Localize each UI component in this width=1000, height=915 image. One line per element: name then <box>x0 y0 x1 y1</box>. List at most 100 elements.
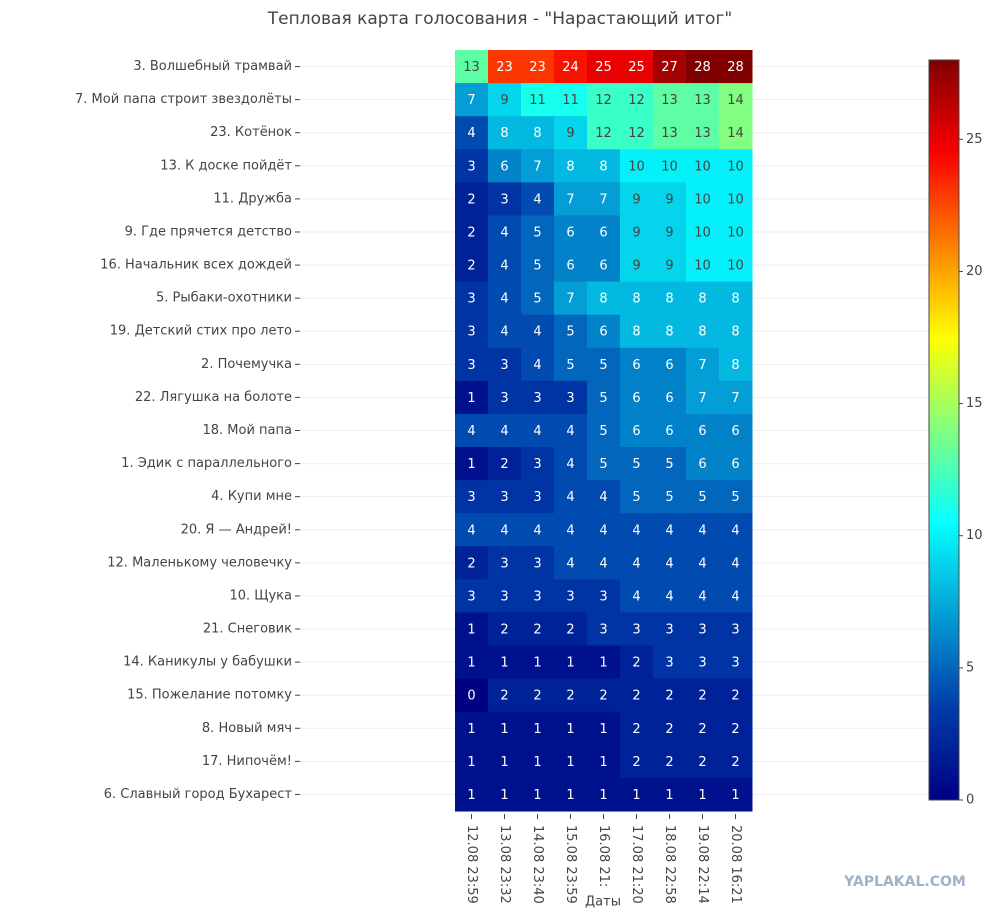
heatmap-cell <box>587 116 621 150</box>
heatmap-cell <box>686 248 720 283</box>
y-tick-label: 20. Я — Андрей! <box>181 522 292 537</box>
cell-label: 3 <box>500 556 508 571</box>
heatmap-cell <box>653 215 687 250</box>
cell-label: 2 <box>698 689 706 704</box>
heatmap-cell <box>686 579 720 613</box>
y-tick-label: 14. Каникулы у бабушки <box>123 655 292 670</box>
y-tick-label: 4. Купи мне <box>211 489 292 504</box>
heatmap-cell <box>488 116 522 150</box>
heatmap-cell <box>455 678 489 713</box>
heatmap-cell <box>521 347 555 382</box>
cell-label: 1 <box>698 788 706 803</box>
heatmap-cell <box>620 711 654 746</box>
heatmap-cell <box>653 480 687 514</box>
x-tick-label: 19.08 22:14 <box>695 825 710 904</box>
heatmap-cell <box>521 215 555 250</box>
heatmap-cell <box>455 711 489 746</box>
cell-label: 5 <box>566 325 574 340</box>
cell-label: 10 <box>727 225 744 240</box>
heatmap-cell <box>455 116 489 150</box>
cell-label: 10 <box>727 259 744 274</box>
heatmap-cell <box>653 744 687 779</box>
heatmap-cell <box>686 777 720 812</box>
cell-label: 2 <box>566 623 574 638</box>
cell-label: 1 <box>467 391 475 406</box>
cell-label: 4 <box>566 523 574 538</box>
heatmap-cell <box>488 513 522 547</box>
heatmap-cell <box>521 83 555 117</box>
cell-label: 7 <box>698 358 706 373</box>
x-tick-label: 13.08 23:32 <box>497 825 512 904</box>
heatmap-cell <box>554 116 588 150</box>
cell-label: 3 <box>533 556 541 571</box>
cell-label: 8 <box>731 292 739 307</box>
heatmap-cell <box>521 645 555 680</box>
heatmap-cell <box>488 50 522 84</box>
heatmap-cell <box>587 83 621 117</box>
heatmap-cell <box>653 347 687 382</box>
heatmap-cell <box>554 149 588 183</box>
heatmap-cell <box>653 413 687 448</box>
cell-label: 3 <box>731 623 739 638</box>
cell-label: 7 <box>698 391 706 406</box>
heatmap-cell <box>521 513 555 547</box>
heatmap-cell <box>587 678 621 713</box>
heatmap-cell <box>719 513 753 547</box>
heatmap-cell <box>719 314 753 349</box>
heatmap-cell <box>719 182 753 216</box>
cell-label: 12 <box>595 126 612 141</box>
heatmap-cell <box>620 116 654 150</box>
colorbar-tick-label: 0 <box>966 793 974 808</box>
heatmap-cell <box>587 612 621 647</box>
heatmap-cell <box>521 711 555 746</box>
cell-label: 4 <box>632 556 640 571</box>
cell-label: 7 <box>731 391 739 406</box>
heatmap-cell <box>587 248 621 283</box>
heatmap-cell <box>686 83 720 117</box>
heatmap-cell <box>455 281 489 316</box>
cell-label: 3 <box>566 589 574 604</box>
heatmap-cell <box>488 546 522 580</box>
cell-label: 4 <box>533 325 541 340</box>
cell-label: 8 <box>665 325 673 340</box>
heatmap-cell <box>719 546 753 580</box>
y-tick-label: 12. Маленькому человечку <box>107 555 292 570</box>
heatmap-cell <box>587 645 621 680</box>
x-tick-label: 18.08 22:58 <box>662 825 677 904</box>
heatmap-cell <box>455 612 489 647</box>
cell-label: 13 <box>661 126 678 141</box>
cell-label: 8 <box>731 325 739 340</box>
heatmap-cell <box>653 314 687 349</box>
heatmap-cell <box>587 347 621 382</box>
cell-label: 4 <box>731 556 739 571</box>
cell-label: 6 <box>698 424 706 439</box>
cell-label: 14 <box>727 126 744 141</box>
cell-label: 2 <box>665 689 673 704</box>
cell-label: 1 <box>599 656 607 671</box>
cell-label: 1 <box>533 788 541 803</box>
heatmap-cell <box>455 149 489 183</box>
heatmap-cell <box>719 248 753 283</box>
heatmap-cell <box>587 215 621 250</box>
heatmap-cell <box>554 645 588 680</box>
cell-label: 2 <box>632 722 640 737</box>
heatmap-cell <box>521 579 555 613</box>
cell-label: 2 <box>467 225 475 240</box>
x-tick-label: 20.08 16:21 <box>728 825 743 904</box>
heatmap-cell <box>686 281 720 316</box>
heatmap-cell <box>521 777 555 812</box>
heatmap-cell <box>653 612 687 647</box>
heatmap-cell <box>488 744 522 779</box>
heatmap-cell <box>620 579 654 613</box>
cell-label: 13 <box>694 126 711 141</box>
cell-label: 6 <box>665 358 673 373</box>
heatmap-cell <box>554 215 588 250</box>
cell-label: 8 <box>599 292 607 307</box>
cell-label: 4 <box>731 589 739 604</box>
cell-label: 8 <box>698 292 706 307</box>
heatmap-cell <box>620 182 654 216</box>
cell-label: 9 <box>632 259 640 274</box>
heatmap-cell <box>488 215 522 250</box>
cell-label: 4 <box>566 424 574 439</box>
heatmap-cell <box>719 777 753 812</box>
